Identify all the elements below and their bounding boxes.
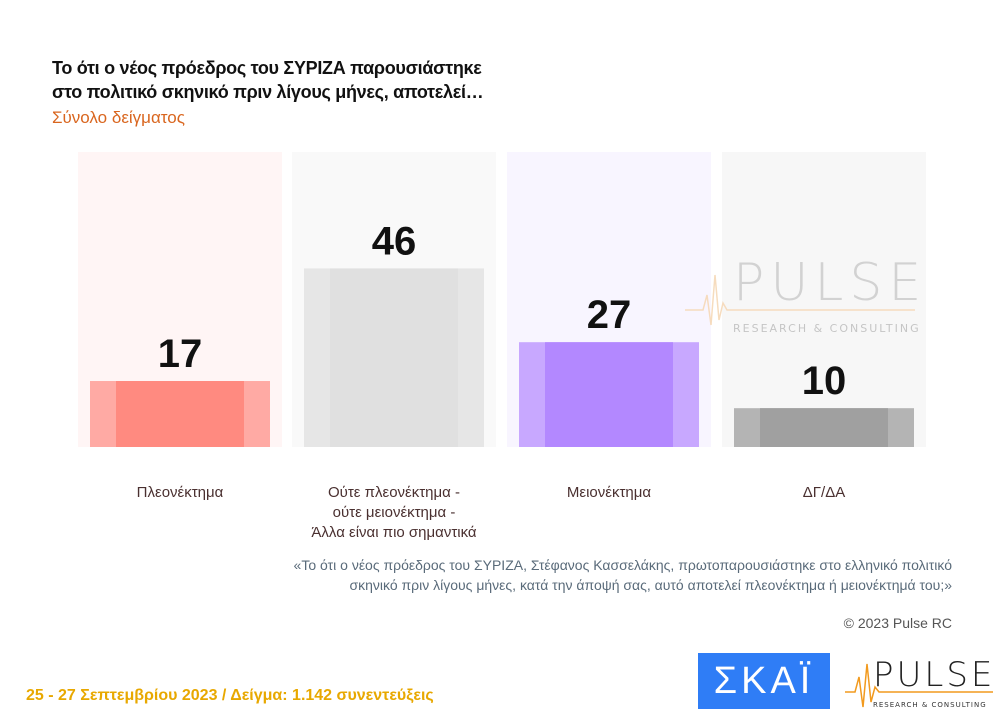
svg-text:PULSE: PULSE (733, 255, 920, 313)
copyright: © 2023 Pulse RC (843, 615, 952, 631)
question-text: «Το ότι ο νέος πρόεδρος του ΣΥΡΙΖΑ, Στέφ… (132, 555, 952, 595)
category-label-0: Πλεονέκτημα (78, 483, 282, 503)
skai-logo: ΣΚΑΪ (698, 653, 830, 709)
question-line-2: σκηνικό πριν λίγους μήνες, κατά την άποψ… (349, 577, 952, 593)
category-label-line: ούτε μειονέκτημα - (332, 504, 456, 521)
title-line-1: Το ότι ο νέος πρόεδρος του ΣΥΡΙΖΑ παρουσ… (52, 58, 482, 78)
category-label-line: Ούτε πλεονέκτημα - (328, 484, 460, 501)
category-label-3: ΔΓ/ΔΑ (722, 483, 926, 503)
data-label-3: 10 (802, 359, 847, 403)
svg-text:RESEARCH & CONSULTING: RESEARCH & CONSULTING (873, 701, 987, 709)
bar-3 (760, 408, 888, 447)
footer-date-sample: 25 - 27 Σεπτεμβρίου 2023 / Δείγμα: 1.142… (26, 687, 434, 704)
category-label-line: Άλλα είναι πιο σημαντικά (311, 524, 477, 541)
bar-panel-3 (722, 152, 926, 447)
chart-title: Το ότι ο νέος πρόεδρος του ΣΥΡΙΖΑ παρουσ… (52, 56, 652, 104)
category-label-line: Μειονέκτημα (566, 484, 652, 501)
pulse-watermark-logo: PULSE RESEARCH & CONSULTING (685, 255, 920, 335)
data-label-2: 27 (587, 293, 632, 337)
svg-text:RESEARCH & CONSULTING: RESEARCH & CONSULTING (733, 322, 920, 335)
bar-1 (330, 268, 458, 447)
category-label-2: Μειονέκτημα (507, 483, 711, 503)
category-label-line: Πλεονέκτημα (136, 484, 224, 501)
category-label-1: Ούτε πλεονέκτημα - ούτε μειονέκτημα - Άλλα… (292, 483, 496, 543)
data-label-1: 46 (372, 219, 417, 263)
svg-text:PULSE: PULSE (873, 655, 993, 695)
chart-subtitle: Σύνολο δείγματος (52, 108, 185, 127)
bar-0 (116, 381, 244, 447)
category-label-line: ΔΓ/ΔΑ (802, 484, 846, 501)
pulse-logo: PULSE RESEARCH & CONSULTING (845, 655, 993, 709)
question-line-1: «Το ότι ο νέος πρόεδρος του ΣΥΡΙΖΑ, Στέφ… (293, 557, 952, 573)
bar-2 (545, 342, 673, 447)
data-label-0: 17 (158, 332, 203, 376)
title-line-2: στο πολιτικό σκηνικό πριν λίγους μήνες, … (52, 82, 484, 102)
